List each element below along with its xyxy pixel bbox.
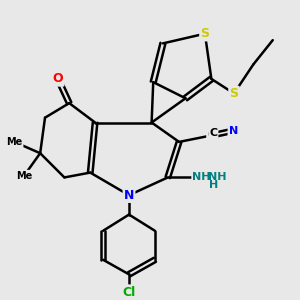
Text: S: S: [200, 27, 209, 40]
Text: Cl: Cl: [122, 286, 136, 298]
Text: H: H: [209, 180, 218, 190]
Text: C: C: [209, 128, 217, 138]
Text: O: O: [52, 72, 63, 86]
Text: Me: Me: [6, 137, 22, 147]
Text: C: C: [207, 130, 215, 140]
Text: N: N: [230, 126, 238, 136]
Text: NH: NH: [192, 172, 211, 182]
Text: NH: NH: [208, 172, 226, 182]
Text: N: N: [124, 189, 134, 202]
Text: Me: Me: [16, 171, 32, 181]
Text: S: S: [230, 87, 238, 100]
Text: N: N: [229, 124, 239, 137]
